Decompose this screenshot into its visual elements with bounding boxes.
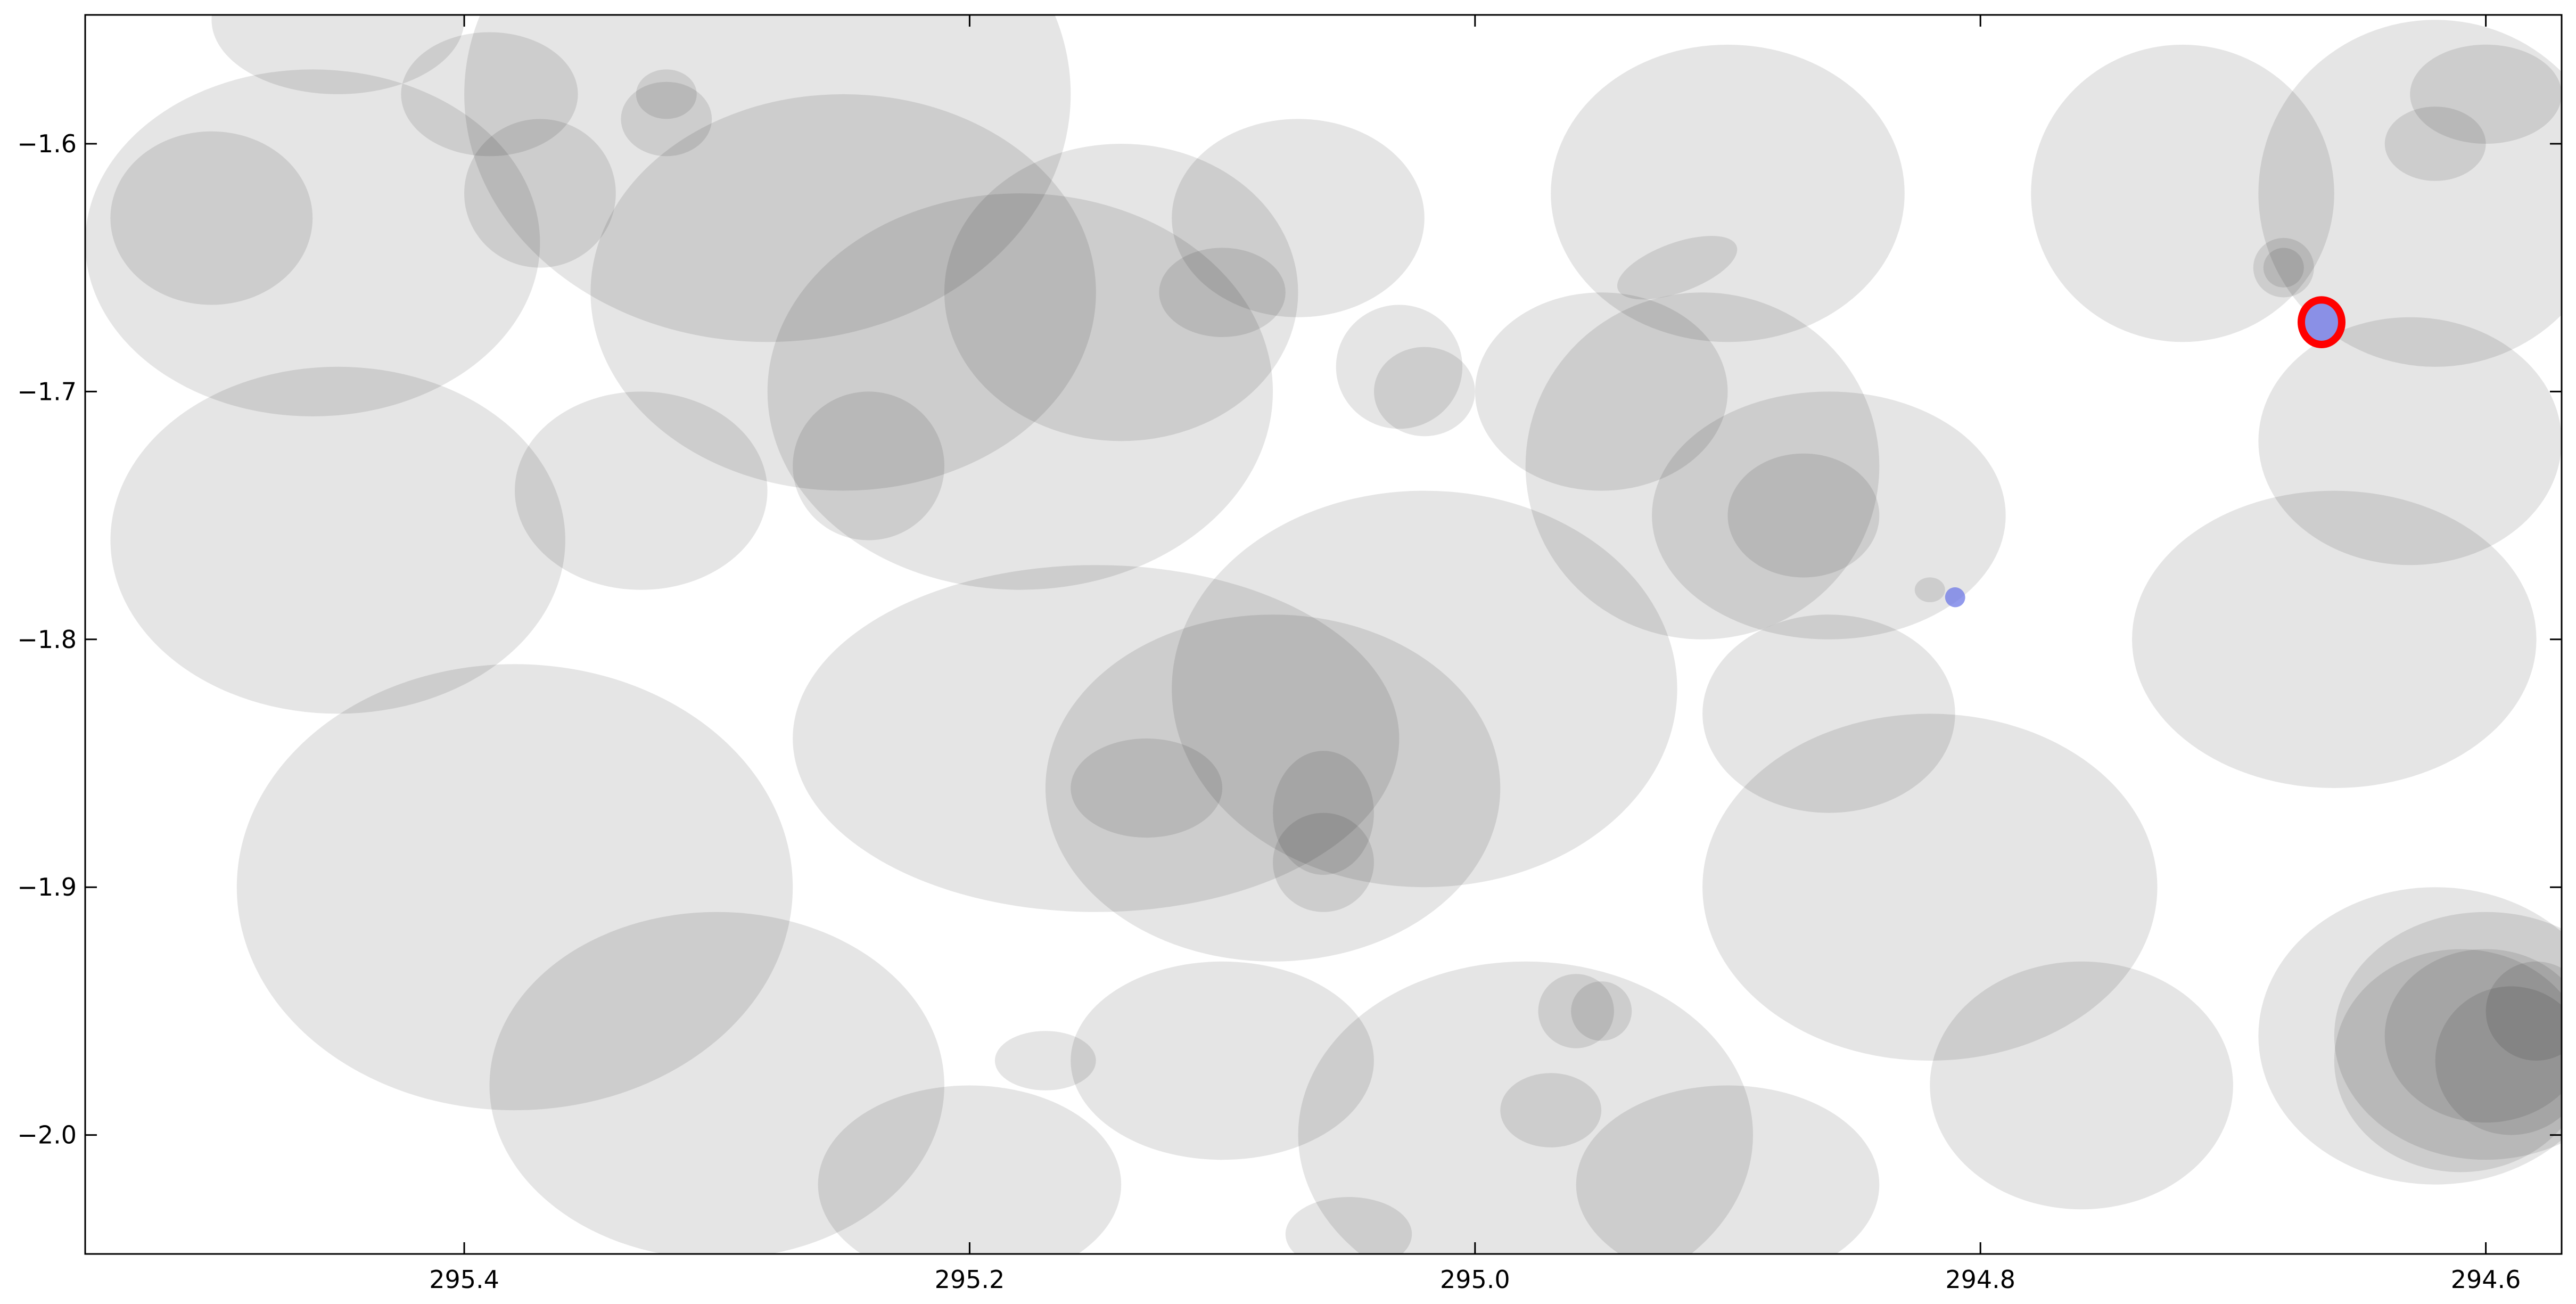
- source-ellipse: [767, 193, 1273, 590]
- background-sources: [85, 15, 2562, 1254]
- x-tick-label: 294.8: [1945, 1265, 2015, 1294]
- source-ellipse: [2253, 237, 2314, 298]
- source-ellipse: [590, 94, 1096, 491]
- source-ellipse: [2384, 106, 2486, 181]
- source-ellipse: [1702, 614, 1955, 813]
- source-ellipse: [1298, 961, 1753, 1254]
- source-ellipse: [236, 664, 793, 1111]
- source-ellipse: [110, 366, 565, 714]
- source-ellipse: [1652, 391, 2006, 639]
- source-ellipse: [1285, 1197, 1412, 1254]
- x-axis: 295.4 295.2 295.0 294.8 294.6: [429, 15, 2521, 1294]
- source-ellipse: [1571, 981, 1632, 1041]
- source-ellipse: [2334, 912, 2562, 1160]
- source-ellipse: [2258, 20, 2562, 367]
- source-ellipse: [2258, 887, 2562, 1185]
- source-ellipse: [1930, 961, 2233, 1210]
- source-ellipse: [489, 912, 944, 1254]
- source-ellipse: [1374, 347, 1475, 437]
- source-ellipse: [2263, 248, 2304, 288]
- x-tick-label: 294.6: [2451, 1265, 2521, 1294]
- source-ellipse: [2031, 44, 2334, 342]
- source-ellipse: [1538, 974, 1614, 1048]
- y-tick-label: −1.9: [17, 873, 77, 901]
- source-ellipse: [2384, 949, 2562, 1123]
- plot-background: [85, 15, 2562, 1254]
- source-ellipse: [994, 1031, 1096, 1090]
- source-ellipse: [2410, 44, 2562, 144]
- plot-frame: [84, 14, 2563, 1255]
- source-ellipse: [2258, 317, 2562, 565]
- source-ellipse: [818, 1085, 1122, 1254]
- source-ellipse: [515, 391, 768, 590]
- x-tick-label: 295.0: [1440, 1265, 1510, 1294]
- source-ellipse: [1702, 713, 2158, 1061]
- source-ellipse: [1071, 738, 1223, 838]
- y-axis: −1.6 −1.7 −1.8 −1.9 −2.0: [17, 129, 2562, 1150]
- x-tick-label: 295.2: [935, 1265, 1005, 1294]
- source-ellipse: [1617, 236, 1738, 300]
- source-ellipse: [464, 15, 1071, 342]
- source-ellipse: [1576, 1085, 1880, 1254]
- y-tick-label: −1.8: [17, 625, 77, 654]
- y-tick-label: −1.6: [17, 129, 77, 158]
- source-ellipse: [793, 565, 1400, 912]
- y-tick-label: −1.7: [17, 377, 77, 406]
- source-ellipse: [1071, 961, 1374, 1160]
- source-ellipse: [85, 69, 540, 416]
- source-ellipse: [211, 15, 464, 94]
- y-tick-label: −2.0: [17, 1121, 77, 1150]
- source-ellipse: [2486, 961, 2562, 1061]
- source-ellipse: [793, 391, 944, 540]
- source-ellipse: [2435, 986, 2562, 1135]
- source-ellipse: [464, 119, 616, 268]
- target-marker: [2298, 296, 2345, 348]
- source-ellipse: [2334, 949, 2562, 1172]
- source-ellipse: [1172, 119, 1425, 317]
- source-ellipse: [1551, 44, 1905, 342]
- source-ellipse: [110, 131, 313, 305]
- source-ellipse: [1727, 453, 1880, 578]
- source-ellipse: [1045, 614, 1501, 962]
- source-ellipse: [401, 32, 578, 157]
- source-ellipse: [1172, 490, 1677, 888]
- source-ellipse: [1273, 751, 1374, 875]
- source-ellipse: [1159, 248, 1286, 337]
- markers: [1945, 296, 2345, 608]
- x-tick-label: 295.4: [429, 1265, 499, 1294]
- source-ellipse: [1273, 813, 1374, 912]
- source-ellipse: [1914, 577, 1945, 602]
- source-ellipse: [1336, 305, 1463, 429]
- secondary-marker: [1945, 587, 1965, 608]
- source-ellipse: [636, 69, 697, 119]
- source-ellipse: [1525, 292, 1880, 639]
- source-ellipse: [621, 81, 712, 157]
- source-ellipse: [2131, 490, 2537, 788]
- source-ellipse: [944, 144, 1298, 441]
- source-ellipse: [1475, 292, 1728, 491]
- source-ellipse: [1500, 1073, 1602, 1147]
